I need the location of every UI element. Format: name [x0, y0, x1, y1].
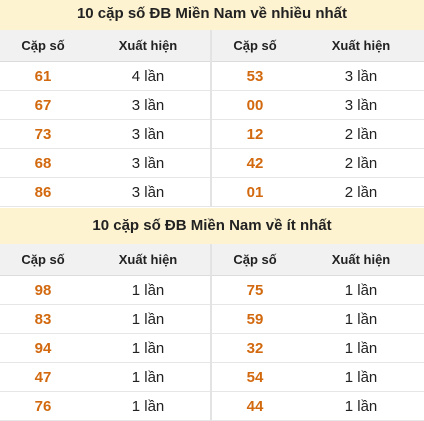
header-count: Xuất hiện — [331, 252, 391, 267]
header-pair: Cặp số — [233, 252, 277, 267]
table-row: 75 1 lần — [212, 276, 424, 305]
appearance-count: 3 lần — [131, 96, 165, 114]
appearance-count: 1 lần — [344, 310, 378, 328]
most-table-right: Cặp số Xuất hiện 53 3 lần 00 3 lần 12 2 … — [212, 30, 424, 207]
most-frequent-table: Cặp số Xuất hiện 61 4 lần 67 3 lần 73 3 … — [0, 30, 424, 207]
appearance-count: 1 lần — [344, 368, 378, 386]
pair-number: 00 — [246, 96, 264, 114]
pair-number: 59 — [246, 310, 264, 328]
appearance-count: 4 lần — [131, 67, 165, 85]
appearance-count: 1 lần — [131, 281, 165, 299]
table-row: 12 2 lần — [212, 120, 424, 149]
pair-number: 75 — [246, 281, 264, 299]
appearance-count: 1 lần — [344, 339, 378, 357]
appearance-count: 2 lần — [344, 154, 378, 172]
appearance-count: 3 lần — [344, 96, 378, 114]
pair-number: 83 — [34, 310, 52, 328]
table-row: 53 3 lần — [212, 62, 424, 91]
appearance-count: 3 lần — [131, 154, 165, 172]
appearance-count: 2 lần — [344, 183, 378, 201]
table-row: 54 1 lần — [212, 363, 424, 392]
header-count: Xuất hiện — [118, 38, 178, 53]
header-pair: Cặp số — [21, 252, 65, 267]
pair-number: 44 — [246, 397, 264, 415]
table-row: 32 1 lần — [212, 334, 424, 363]
table-header-row: Cặp số Xuất hiện — [0, 30, 210, 62]
table-row: 98 1 lần — [0, 276, 210, 305]
table-header-row: Cặp số Xuất hiện — [212, 244, 424, 276]
least-table-left: Cặp số Xuất hiện 98 1 lần 83 1 lần 94 1 … — [0, 244, 212, 421]
table-row: 42 2 lần — [212, 149, 424, 178]
table-row: 47 1 lần — [0, 363, 210, 392]
table-header-row: Cặp số Xuất hiện — [0, 244, 210, 276]
appearance-count: 2 lần — [344, 125, 378, 143]
pair-number: 53 — [246, 67, 264, 85]
pair-number: 73 — [34, 125, 52, 143]
table-row: 67 3 lần — [0, 91, 210, 120]
appearance-count: 1 lần — [131, 368, 165, 386]
table-row: 01 2 lần — [212, 178, 424, 207]
table-row: 86 3 lần — [0, 178, 210, 207]
appearance-count: 1 lần — [131, 339, 165, 357]
pair-number: 68 — [34, 154, 52, 172]
least-table-right: Cặp số Xuất hiện 75 1 lần 59 1 lần 32 1 … — [212, 244, 424, 421]
table-row: 68 3 lần — [0, 149, 210, 178]
pair-number: 54 — [246, 368, 264, 386]
pair-number: 42 — [246, 154, 264, 172]
header-pair: Cặp số — [21, 38, 65, 53]
pair-number: 98 — [34, 281, 52, 299]
header-pair: Cặp số — [233, 38, 277, 53]
header-count: Xuất hiện — [118, 252, 178, 267]
table-row: 61 4 lần — [0, 62, 210, 91]
pair-number: 76 — [34, 397, 52, 415]
pair-number: 12 — [246, 125, 264, 143]
table-header-row: Cặp số Xuất hiện — [212, 30, 424, 62]
table-row: 00 3 lần — [212, 91, 424, 120]
section-title-most-text: 10 cặp số ĐB Miền Nam về nhiều nhất — [76, 5, 348, 22]
appearance-count: 3 lần — [344, 67, 378, 85]
header-count: Xuất hiện — [331, 38, 391, 53]
table-row: 83 1 lần — [0, 305, 210, 334]
pair-number: 32 — [246, 339, 264, 357]
appearance-count: 1 lần — [344, 281, 378, 299]
pair-number: 67 — [34, 96, 52, 114]
table-row: 73 3 lần — [0, 120, 210, 149]
most-table-left: Cặp số Xuất hiện 61 4 lần 67 3 lần 73 3 … — [0, 30, 212, 207]
appearance-count: 3 lần — [131, 183, 165, 201]
section-title-least: 10 cặp số ĐB Miền Nam về ít nhất — [0, 208, 424, 244]
pair-number: 86 — [34, 183, 52, 201]
table-row: 94 1 lần — [0, 334, 210, 363]
section-title-most: 10 cặp số ĐB Miền Nam về nhiều nhất — [0, 0, 424, 30]
pair-number: 94 — [34, 339, 52, 357]
pair-number: 47 — [34, 368, 52, 386]
appearance-count: 1 lần — [344, 397, 378, 415]
table-row: 59 1 lần — [212, 305, 424, 334]
appearance-count: 1 lần — [131, 310, 165, 328]
appearance-count: 1 lần — [131, 397, 165, 415]
least-frequent-table: Cặp số Xuất hiện 98 1 lần 83 1 lần 94 1 … — [0, 244, 424, 421]
appearance-count: 3 lần — [131, 125, 165, 143]
pair-number: 01 — [246, 183, 264, 201]
section-title-least-text: 10 cặp số ĐB Miền Nam về ít nhất — [92, 217, 332, 234]
pair-number: 61 — [34, 67, 52, 85]
